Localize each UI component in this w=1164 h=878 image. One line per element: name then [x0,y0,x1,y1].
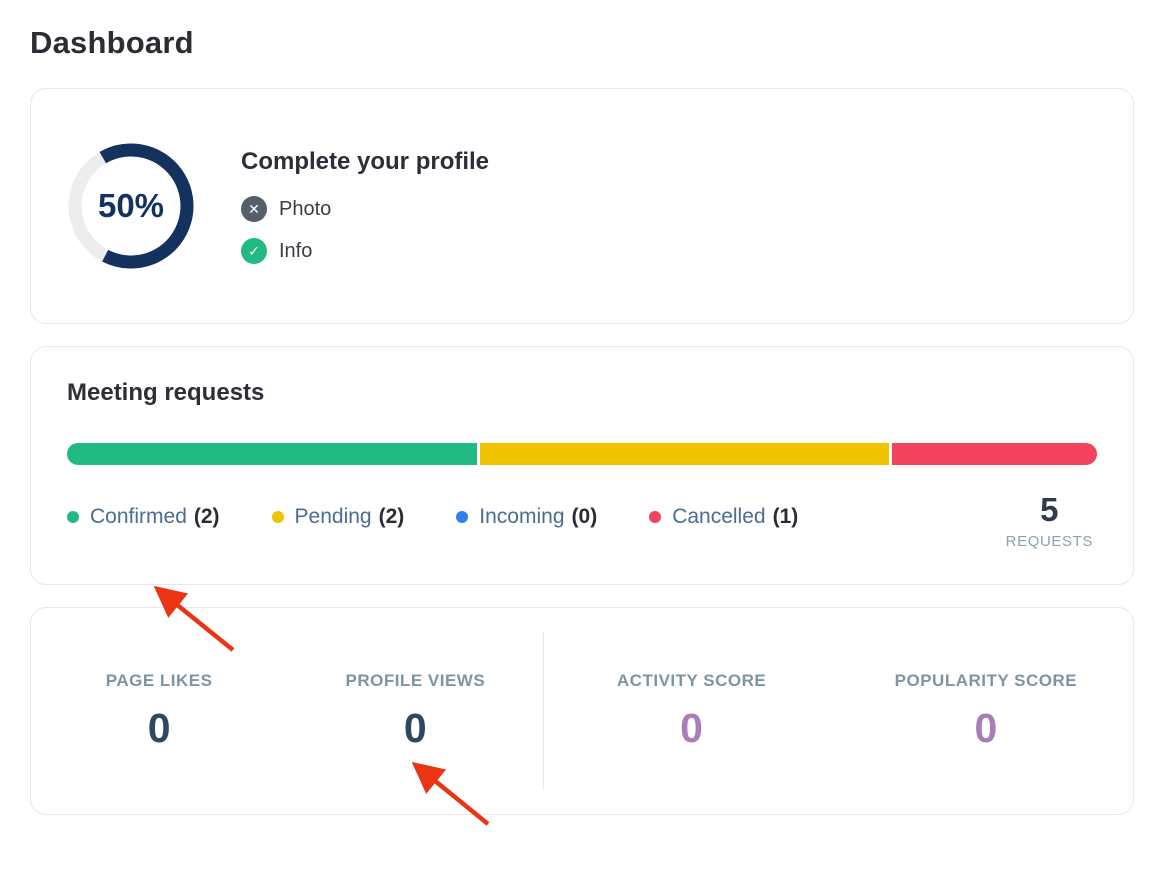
legend-count: (2) [378,505,405,528]
stat-label: ACTIVITY SCORE [616,670,767,690]
check-circle-icon: ✓ [241,238,267,264]
stat-profile-views: PROFILE VIEWS 0 [287,632,543,790]
legend-label: Pending [294,505,372,528]
confirmed-dot-icon [67,511,79,523]
page-title: Dashboard [30,25,194,60]
incoming-dot-icon [456,511,469,523]
meeting-requests-card: Meeting requests Confirmed (2) Pending (… [30,346,1134,585]
legend-count: (1) [772,505,799,528]
profile-completion-card: 50% Complete your profile ✕ Photo ✓ Info [30,88,1134,324]
stat-label: PAGE LIKES [105,670,213,690]
dashboard-page: Dashboard 50% Complete your profile ✕ Ph… [0,22,1164,815]
profile-item-label: Info [279,239,313,262]
profile-item-photo: ✕ Photo [241,196,489,222]
bar-segment-cancelled [892,443,1097,465]
requests-total-label: REQUESTS [1005,533,1093,550]
profile-card-title: Complete your profile [241,148,490,175]
legend-count: (2) [193,505,220,528]
progress-ring-icon [68,143,194,269]
requests-total: 5 REQUESTS [1006,491,1097,550]
bar-segment-pending [479,443,890,465]
profile-progress-donut: 50% [67,142,195,270]
legend-label: Confirmed [90,505,187,528]
stat-value: 0 [147,704,171,751]
stats-divider [543,632,545,790]
meeting-requests-legend: Confirmed (2) Pending (2) Incoming (0) C… [67,491,1097,550]
progress-percent: 50% [97,187,165,224]
stats-group-right: ACTIVITY SCORE 0 POPULARITY SCORE 0 [544,632,1133,790]
stat-label: POPULARITY SCORE [894,670,1078,690]
stat-value: 0 [680,704,703,751]
bar-segment-confirmed [67,443,477,465]
profile-item-label: Photo [279,197,332,220]
stat-label: PROFILE VIEWS [345,670,486,690]
legend-label: Cancelled [672,505,766,528]
legend-item-cancelled: Cancelled (1) [649,505,798,529]
profile-item-info: ✓ Info [241,238,489,264]
legend-label: Incoming [479,505,565,528]
legend-item-pending: Pending (2) [271,505,405,529]
stats-group-left: PAGE LIKES 0 PROFILE VIEWS 0 [31,632,543,790]
legend-item-incoming: Incoming (0) [456,505,597,529]
stats-card: PAGE LIKES 0 PROFILE VIEWS 0 ACTIVITY SC… [30,607,1134,815]
legend-count: (0) [571,505,598,528]
stat-value: 0 [403,704,427,751]
stat-activity-score: ACTIVITY SCORE 0 [544,632,838,790]
pending-dot-icon [271,511,284,523]
x-circle-icon: ✕ [241,196,267,222]
cancelled-dot-icon [649,511,662,523]
stat-popularity-score: POPULARITY SCORE 0 [839,632,1133,790]
legend-item-confirmed: Confirmed (2) [67,505,220,529]
stat-value: 0 [974,704,998,751]
stat-page-likes: PAGE LIKES 0 [31,632,287,790]
meetings-card-title: Meeting requests [67,379,265,406]
requests-total-value: 5 [1040,491,1059,528]
meeting-requests-stacked-bar [67,443,1097,465]
